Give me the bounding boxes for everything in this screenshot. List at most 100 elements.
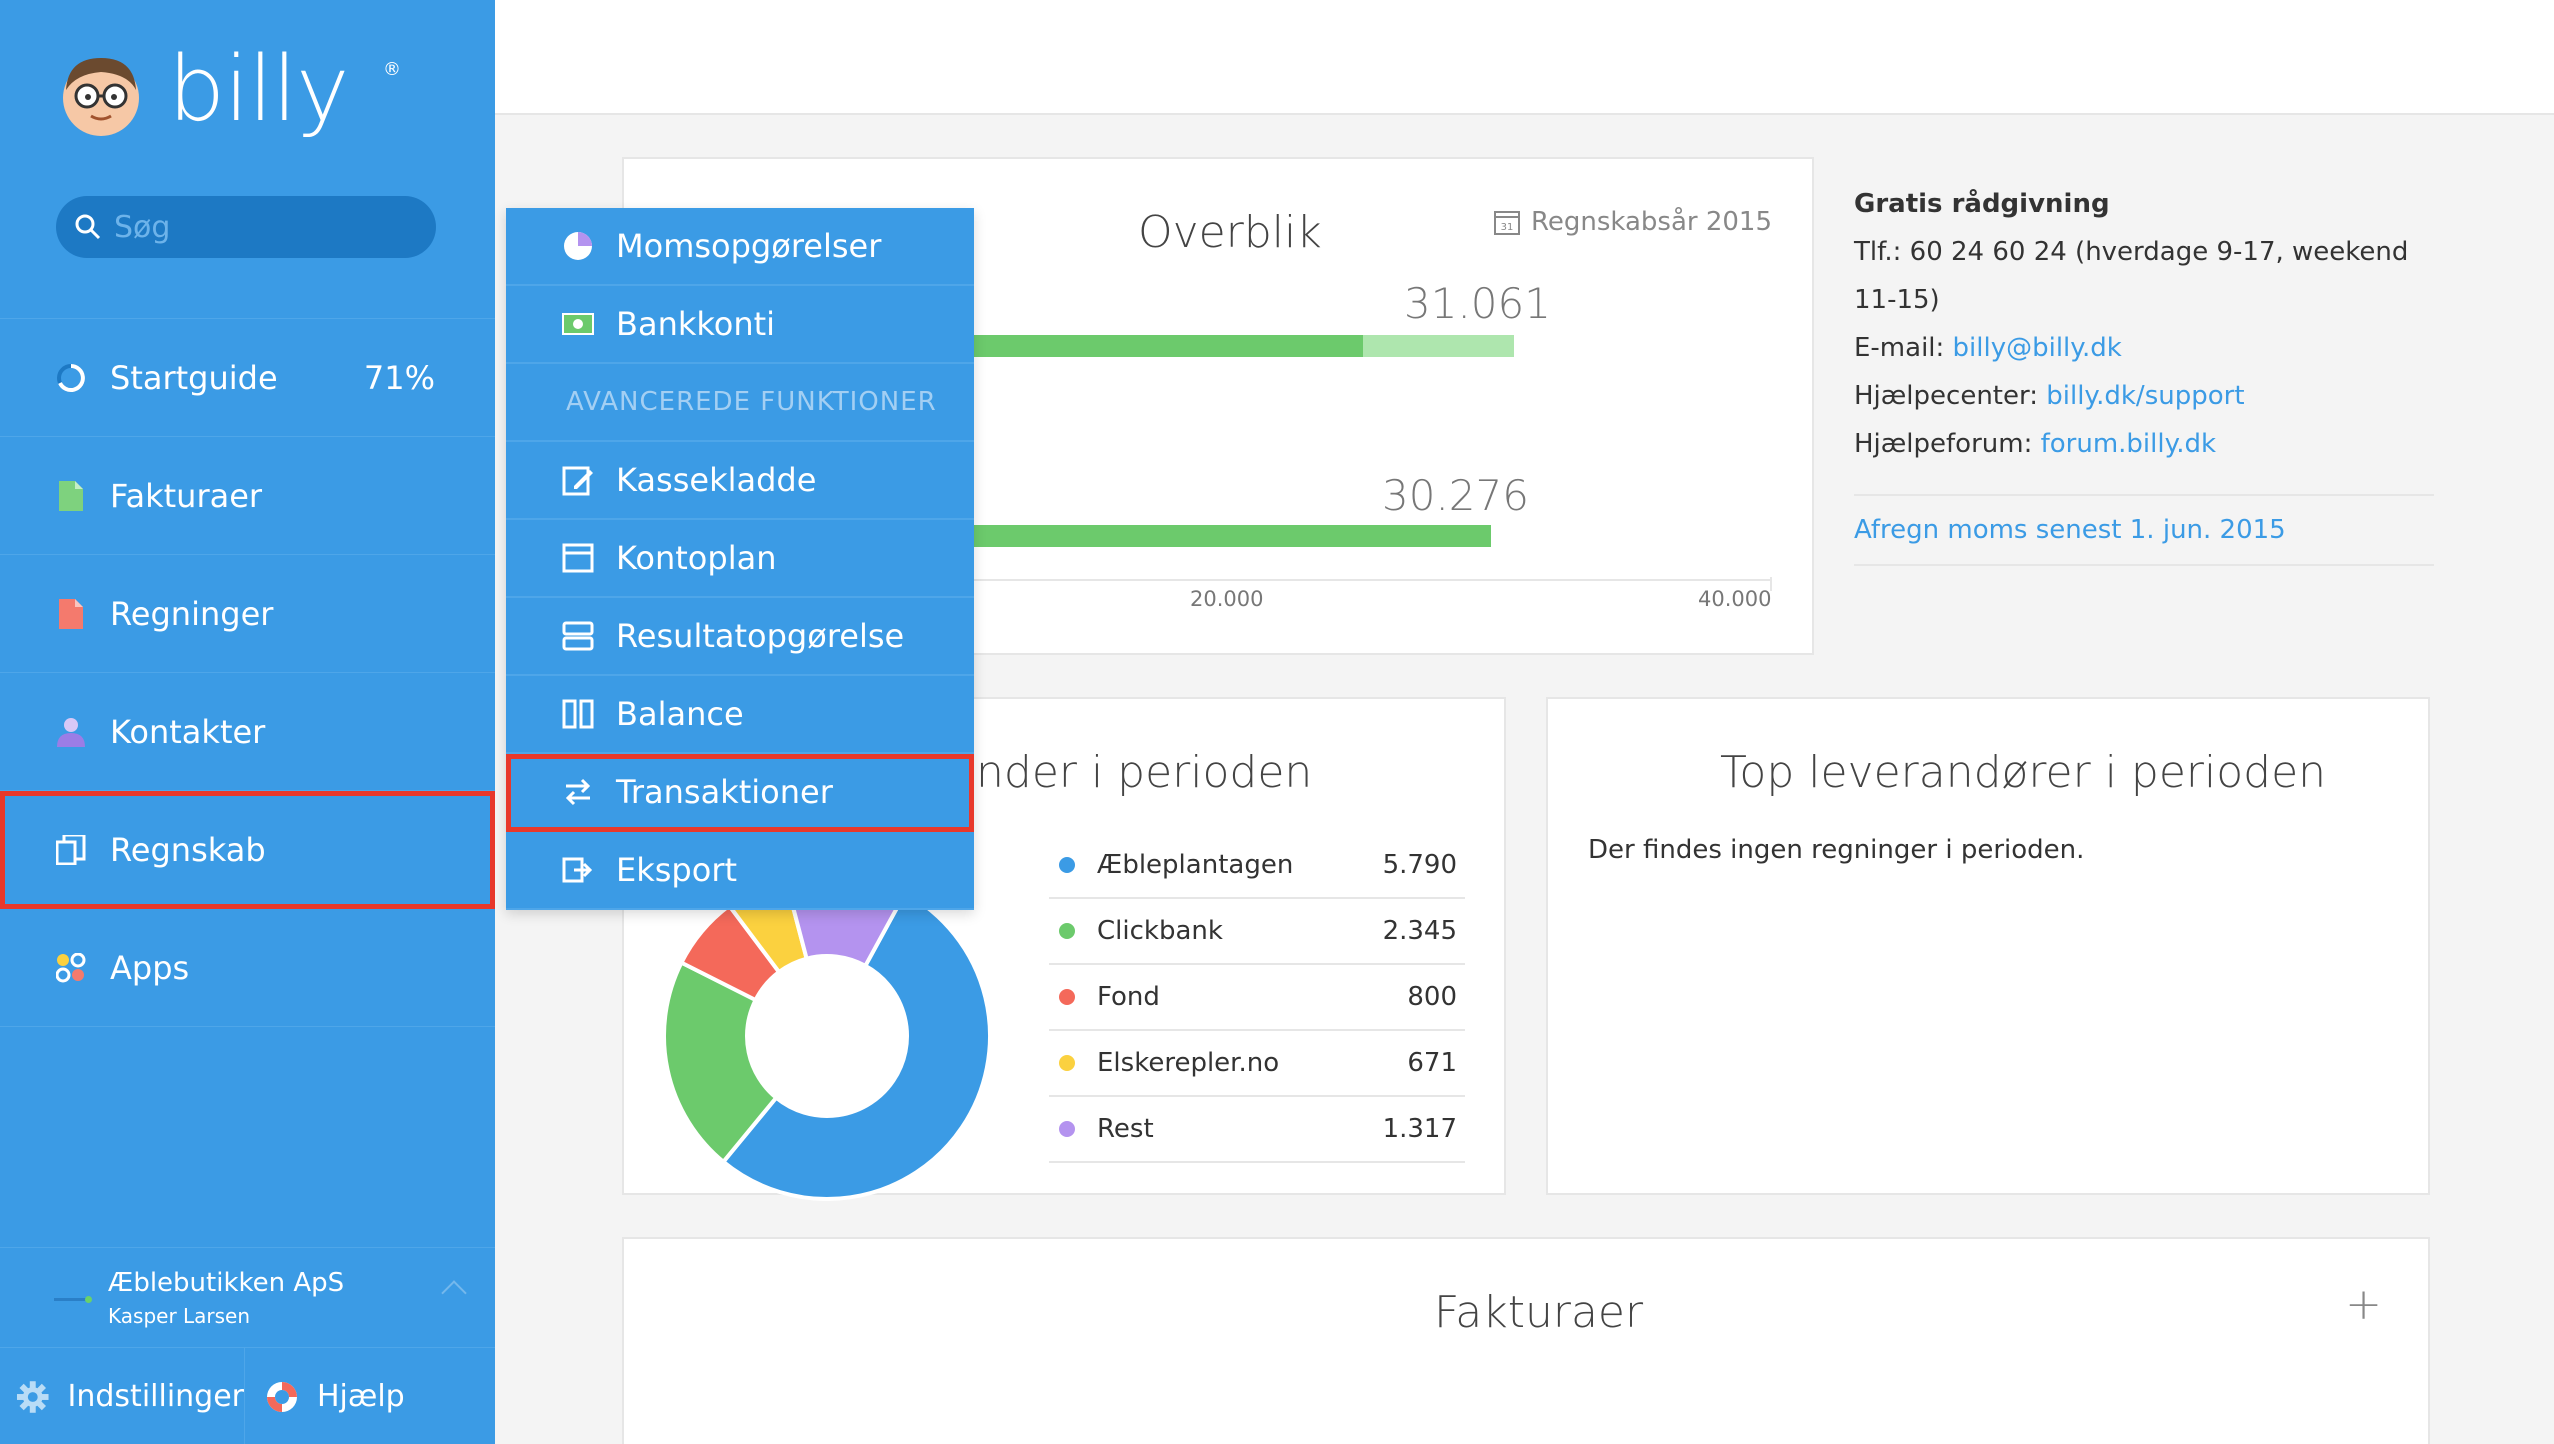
helpcenter-link[interactable]: billy.dk/support [2046,381,2245,411]
legend-name: Æbleplantagen [1097,850,1294,880]
customers-donut-chart [662,871,992,1201]
sidebar-item-label: Fakturaer [110,476,263,515]
calendar-icon: 31 [1493,211,1520,235]
x-axis [624,579,1770,581]
legend-color-dot [1059,989,1075,1005]
info-title: Gratis rådgivning [1854,189,2110,219]
gear-icon [16,1380,49,1413]
pie-chart-icon [562,230,594,262]
menu-item-label: Momsopgørelser [616,227,882,265]
help-button[interactable]: Hjælp [245,1348,405,1444]
company-user: Kasper Larsen [108,1304,251,1328]
axis-tick-40000: 40.000 [1698,587,1772,611]
sidebar-item-label: Regninger [110,594,274,633]
info-phone: Tlf.: 60 24 60 24 (hverdage 9-17, weeken… [1854,237,2409,315]
expense-bar-label: 30.276 [1382,471,1529,520]
person-icon [56,716,86,748]
info-divider [1854,494,2434,496]
sidebar-item-label: Kontakter [110,712,266,751]
menu-item-bankkonti[interactable]: Bankkonti [506,286,974,364]
sidebar-item-label: Regnskab [110,830,266,869]
sidebar-nav: Startguide 71% Fakturaer Regninger Kont [0,318,495,1027]
bill-document-icon [56,598,86,630]
transactions-icon [562,776,594,808]
email-link[interactable]: billy@billy.dk [1952,333,2122,363]
fiscal-year-selector[interactable]: 31 Regnskabsår 2015 [1493,207,1772,237]
menu-item-eksport[interactable]: Eksport [506,832,974,910]
legend-value: 2.345 [1382,916,1457,946]
menu-item-momsopgorelser[interactable]: Momsopgørelser [506,208,974,286]
logo-registered-mark: ® [383,59,401,80]
invoices-card: Fakturaer + [622,1237,2430,1444]
lifebuoy-icon [267,1381,297,1412]
info-email-label: E-mail: [1854,333,1953,363]
regnskab-dropdown-menu: Momsopgørelser Bankkonti AVANCEREDE FUNK… [506,208,974,910]
legend-value: 800 [1407,982,1457,1012]
menu-item-label: Transaktioner [616,773,833,811]
sidebar-item-label: Startguide [110,358,278,397]
svg-text:31: 31 [1501,222,1514,233]
sidebar-item-fakturaer[interactable]: Fakturaer [0,437,495,555]
legend-row: Rest 1.317 [1049,1097,1465,1163]
menu-item-balance[interactable]: Balance [506,676,974,754]
info-forum-label: Hjælpeforum: [1854,429,2041,459]
menu-item-resultatopgorelse[interactable]: Resultatopgørelse [506,598,974,676]
bank-note-icon [562,308,594,340]
sidebar-item-label: Apps [110,948,190,987]
startguide-progress: 71% [363,358,435,397]
legend-name: Clickbank [1097,916,1223,946]
search-icon [75,214,101,240]
top-suppliers-card: Top leverandører i perioden Der findes i… [1546,697,2430,1195]
menu-item-label: Eksport [616,851,738,889]
logo-text: billy [168,36,349,142]
invoices-title: Fakturaer [1434,1287,1644,1338]
sidebar-item-regninger[interactable]: Regninger [0,555,495,673]
menu-item-label: Kassekladde [616,461,817,499]
info-panel: Gratis rådgivning Tlf.: 60 24 60 24 (hve… [1854,180,2434,576]
legend-color-dot [1059,1055,1075,1071]
menu-item-kontoplan[interactable]: Kontoplan [506,520,974,598]
legend-value: 1.317 [1382,1114,1457,1144]
search-box [56,196,436,258]
settings-button[interactable]: Indstillinger [0,1348,245,1444]
fiscal-year-label: Regnskabsår 2015 [1530,207,1772,237]
add-invoice-button[interactable]: + [2345,1279,2382,1330]
apps-grid-icon [56,952,86,984]
company-switcher[interactable]: Æblebutikken ApS Kasper Larsen [0,1247,495,1347]
menu-item-label: Bankkonti [616,305,776,343]
menu-item-kassekladde[interactable]: Kassekladde [506,442,974,520]
chart-of-accounts-icon [562,542,594,574]
legend-value: 5.790 [1382,850,1457,880]
sidebar-item-regnskab[interactable]: Regnskab [0,791,495,909]
search-input[interactable] [114,209,414,245]
vat-deadline-link[interactable]: Afregn moms senest 1. jun. 2015 [1854,515,2286,545]
balance-icon [562,698,594,730]
sidebar-item-kontakter[interactable]: Kontakter [0,673,495,791]
invoice-document-icon [56,480,86,512]
customers-legend: Æbleplantagen 5.790 Clickbank 2.345 Fond 800 E… [1049,833,1465,1163]
sidebar-item-startguide[interactable]: Startguide 71% [0,319,495,437]
forum-link[interactable]: forum.billy.dk [2040,429,2217,459]
info-email-row: E-mail: billy@billy.dk [1854,324,2434,372]
legend-row: Fond 800 [1049,965,1465,1031]
advanced-functions-header: AVANCEREDE FUNKTIONER [506,364,974,442]
billy-face-icon [63,58,139,136]
legend-row: Elskerepler.no 671 [1049,1031,1465,1097]
overview-title: Overblik [1138,207,1322,258]
info-helpcenter-label: Hjælpecenter: [1854,381,2047,411]
menu-item-label: Resultatopgørelse [616,617,905,655]
sidebar-item-apps[interactable]: Apps [0,909,495,1027]
logo[interactable]: billy ® [58,37,401,145]
suppliers-empty-text: Der findes ingen regninger i perioden. [1588,835,2085,865]
legend-row: Æbleplantagen 5.790 [1049,833,1465,899]
legend-name: Fond [1097,982,1160,1012]
axis-end-line [1770,577,1772,591]
ledger-icon [56,834,86,866]
income-bar-label: 31.061 [1404,279,1551,328]
info-forum-row: Hjælpeforum: forum.billy.dk [1854,420,2434,468]
legend-color-dot [1059,1121,1075,1137]
legend-name: Elskerepler.no [1097,1048,1280,1078]
menu-item-transaktioner[interactable]: Transaktioner [506,754,974,832]
company-status-indicator [54,1296,92,1303]
